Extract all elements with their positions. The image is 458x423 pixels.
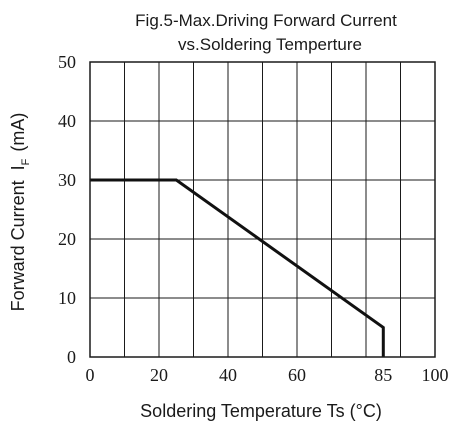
x-axis-label: Soldering Temperature Ts (°C): [140, 401, 382, 421]
y-axis-label-symbol: I: [8, 165, 28, 170]
chart-subtitle: vs.Soldering Temperture: [178, 35, 362, 54]
x-tick-label: 40: [219, 365, 237, 385]
y-tick-labels: 0 10 20 30 40 50: [58, 52, 76, 367]
x-tick-label: 100: [422, 365, 449, 385]
x-tick-label: 20: [150, 365, 168, 385]
grid: [89, 61, 436, 358]
y-axis-label: Forward Current IF (mA): [8, 113, 32, 312]
x-tick-label: 60: [288, 365, 306, 385]
y-tick-label: 0: [67, 347, 76, 367]
y-tick-label: 10: [58, 288, 76, 308]
series-line: [90, 178, 385, 357]
chart-title: Fig.5-Max.Driving Forward Current: [135, 11, 397, 30]
x-tick-label: 0: [86, 365, 95, 385]
y-tick-label: 50: [58, 52, 76, 72]
x-tick-labels: 0 20 40 60 85 100: [86, 365, 449, 385]
y-axis-label-unit: (mA): [8, 113, 28, 152]
plot-frame: [89, 61, 436, 358]
y-tick-label: 30: [58, 170, 76, 190]
y-axis-label-subscript: F: [20, 158, 32, 165]
x-tick-label: 85: [374, 365, 392, 385]
y-tick-label: 20: [58, 229, 76, 249]
y-axis-label-main: Forward Current: [8, 180, 28, 311]
series-group: [90, 178, 385, 357]
y-tick-label: 40: [58, 111, 76, 131]
